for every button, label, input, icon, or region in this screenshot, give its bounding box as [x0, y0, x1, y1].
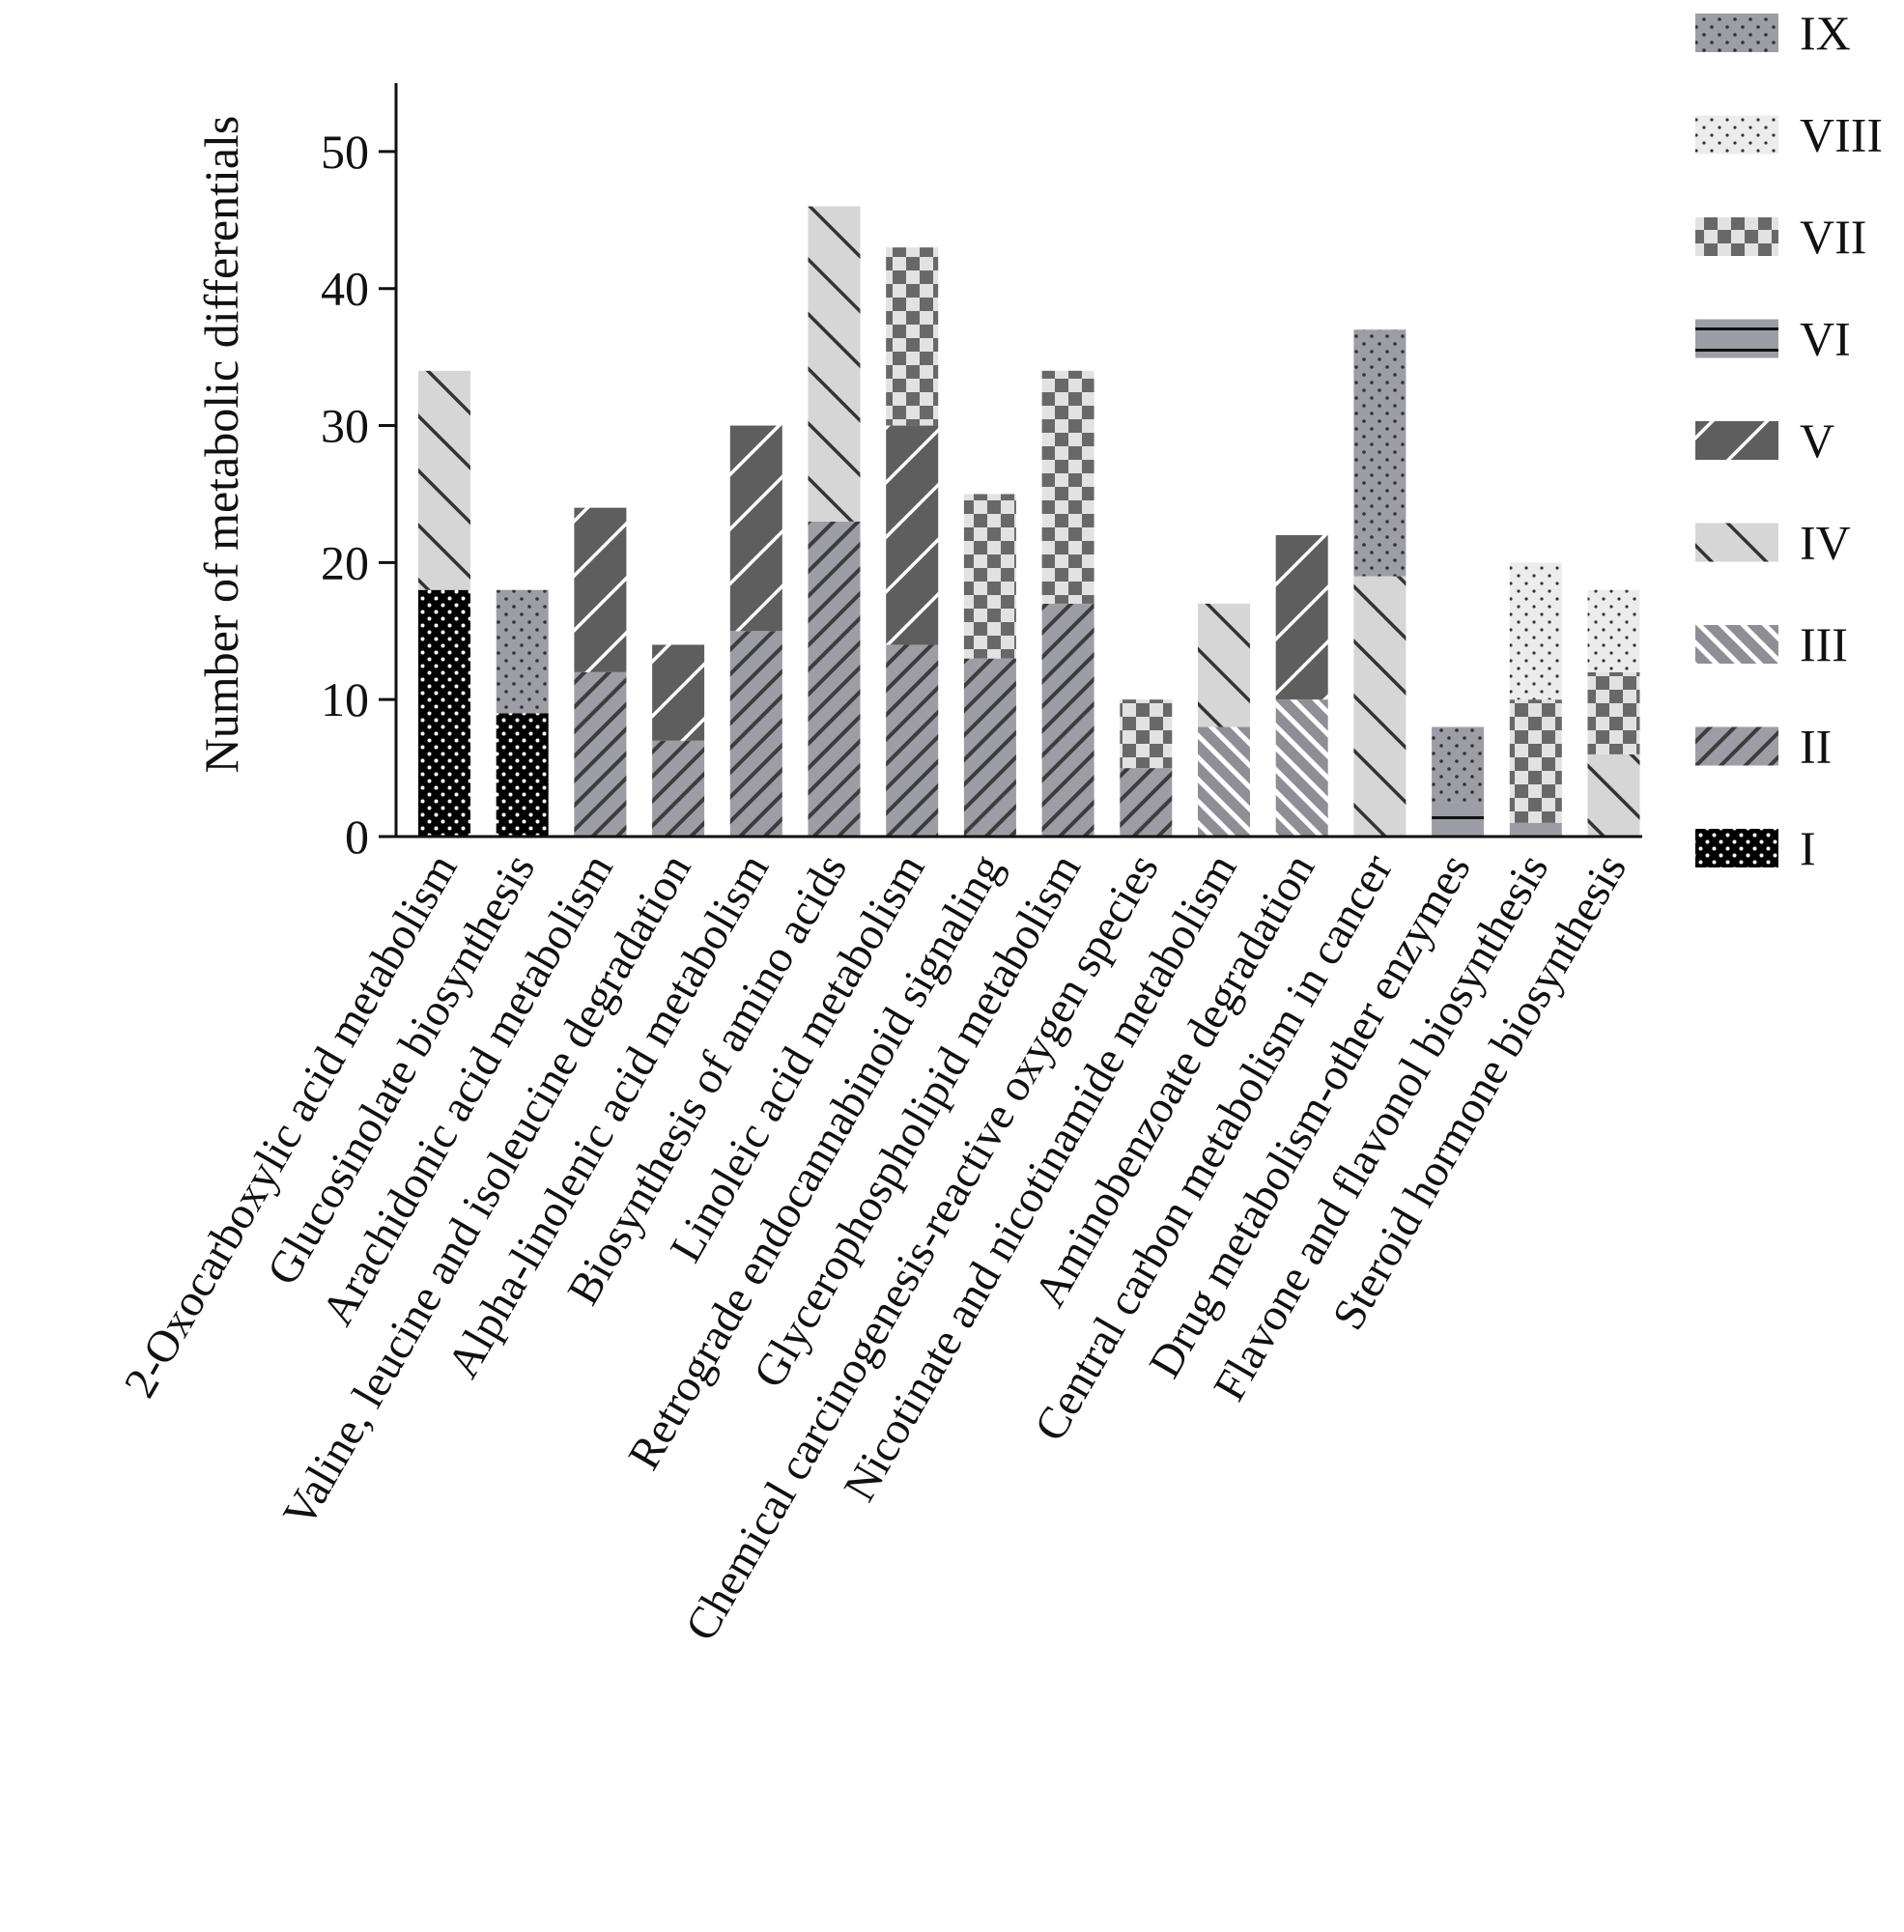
- bar-segment-v: [1275, 535, 1328, 700]
- legend-swatch-vi: [1695, 319, 1778, 358]
- bar-stacks: [418, 206, 1640, 837]
- bar-segment-ix: [1353, 329, 1407, 577]
- bar-segment-ii: [963, 658, 1016, 837]
- y-tick-label: 0: [345, 810, 369, 864]
- legend-swatch-i: [1695, 829, 1778, 867]
- y-axis-title: Number of metabolic differentials: [194, 116, 248, 774]
- legend-label-ii: II: [1800, 720, 1832, 774]
- legend-label-vii: VII: [1800, 210, 1866, 264]
- legend-swatch-viii: [1695, 115, 1778, 155]
- bar-segment-i: [418, 589, 470, 837]
- bar-segment-iv: [808, 206, 861, 522]
- bar-segment-iv: [1587, 753, 1640, 837]
- bar-segment-vii: [1120, 699, 1173, 769]
- bar-segment-vii: [963, 494, 1016, 659]
- bar-segment-v: [574, 507, 627, 672]
- legend-swatch-ii: [1695, 726, 1778, 766]
- legend-label-vi: VI: [1800, 312, 1851, 366]
- legend-label-iii: III: [1800, 617, 1848, 671]
- legend-label-v: V: [1800, 413, 1834, 468]
- y-tick-label: 40: [321, 262, 369, 316]
- legend-swatch-iii: [1695, 625, 1778, 664]
- bar-segment-v: [652, 644, 705, 741]
- x-axis-category-labels: 2-Oxocarboxylic acid metabolismGlucosino…: [115, 845, 1636, 1649]
- legend-swatch-iv: [1695, 523, 1778, 562]
- legend-swatch-vii: [1695, 217, 1778, 256]
- bar-segment-ii: [1041, 603, 1094, 837]
- legend-label-ix: IX: [1800, 6, 1851, 60]
- legend-label-i: I: [1800, 821, 1816, 875]
- legend-swatch-v: [1695, 421, 1778, 460]
- bar-segment-vii: [1587, 671, 1640, 754]
- bar-segment-iv: [1353, 576, 1407, 837]
- bar-segment-v: [729, 425, 782, 632]
- y-tick-label: 50: [321, 125, 369, 179]
- bar-segment-vii: [886, 247, 939, 426]
- legend-swatch-ix: [1695, 14, 1778, 52]
- bar-segment-iii: [1275, 699, 1328, 837]
- bar-segment-iv: [418, 370, 470, 590]
- bar-segment-vii: [1041, 370, 1094, 604]
- bar-segment-iv: [1198, 603, 1250, 727]
- legend-label-viii: VIII: [1800, 108, 1883, 162]
- y-tick-label: 10: [321, 672, 369, 726]
- bar-segment-ii: [886, 644, 939, 837]
- bar-segment-ix: [1432, 726, 1485, 803]
- bar-segment-iii: [1198, 726, 1250, 837]
- bar-segment-ii: [729, 631, 782, 837]
- bar-segment-i: [496, 713, 549, 837]
- y-tick-label: 30: [321, 399, 369, 453]
- bar-segment-viii: [1587, 589, 1640, 672]
- bar-segment-vi: [1509, 822, 1562, 837]
- bar-segment-vi: [1432, 802, 1485, 837]
- bar-segment-ii: [574, 671, 627, 837]
- bar-segment-ii: [1120, 768, 1173, 837]
- y-axis-ticks: 0 10 20 30 40 50: [321, 125, 396, 864]
- bar-segment-ii: [652, 740, 705, 837]
- y-tick-label: 20: [321, 535, 369, 589]
- bar-segment-vii: [1509, 699, 1562, 823]
- axes: [394, 83, 1642, 838]
- legend-label-iv: IV: [1800, 516, 1851, 570]
- bar-segment-ix: [496, 589, 549, 714]
- bar-segment-v: [886, 425, 939, 645]
- bar-segment-ii: [808, 521, 861, 837]
- bar-segment-viii: [1509, 562, 1562, 700]
